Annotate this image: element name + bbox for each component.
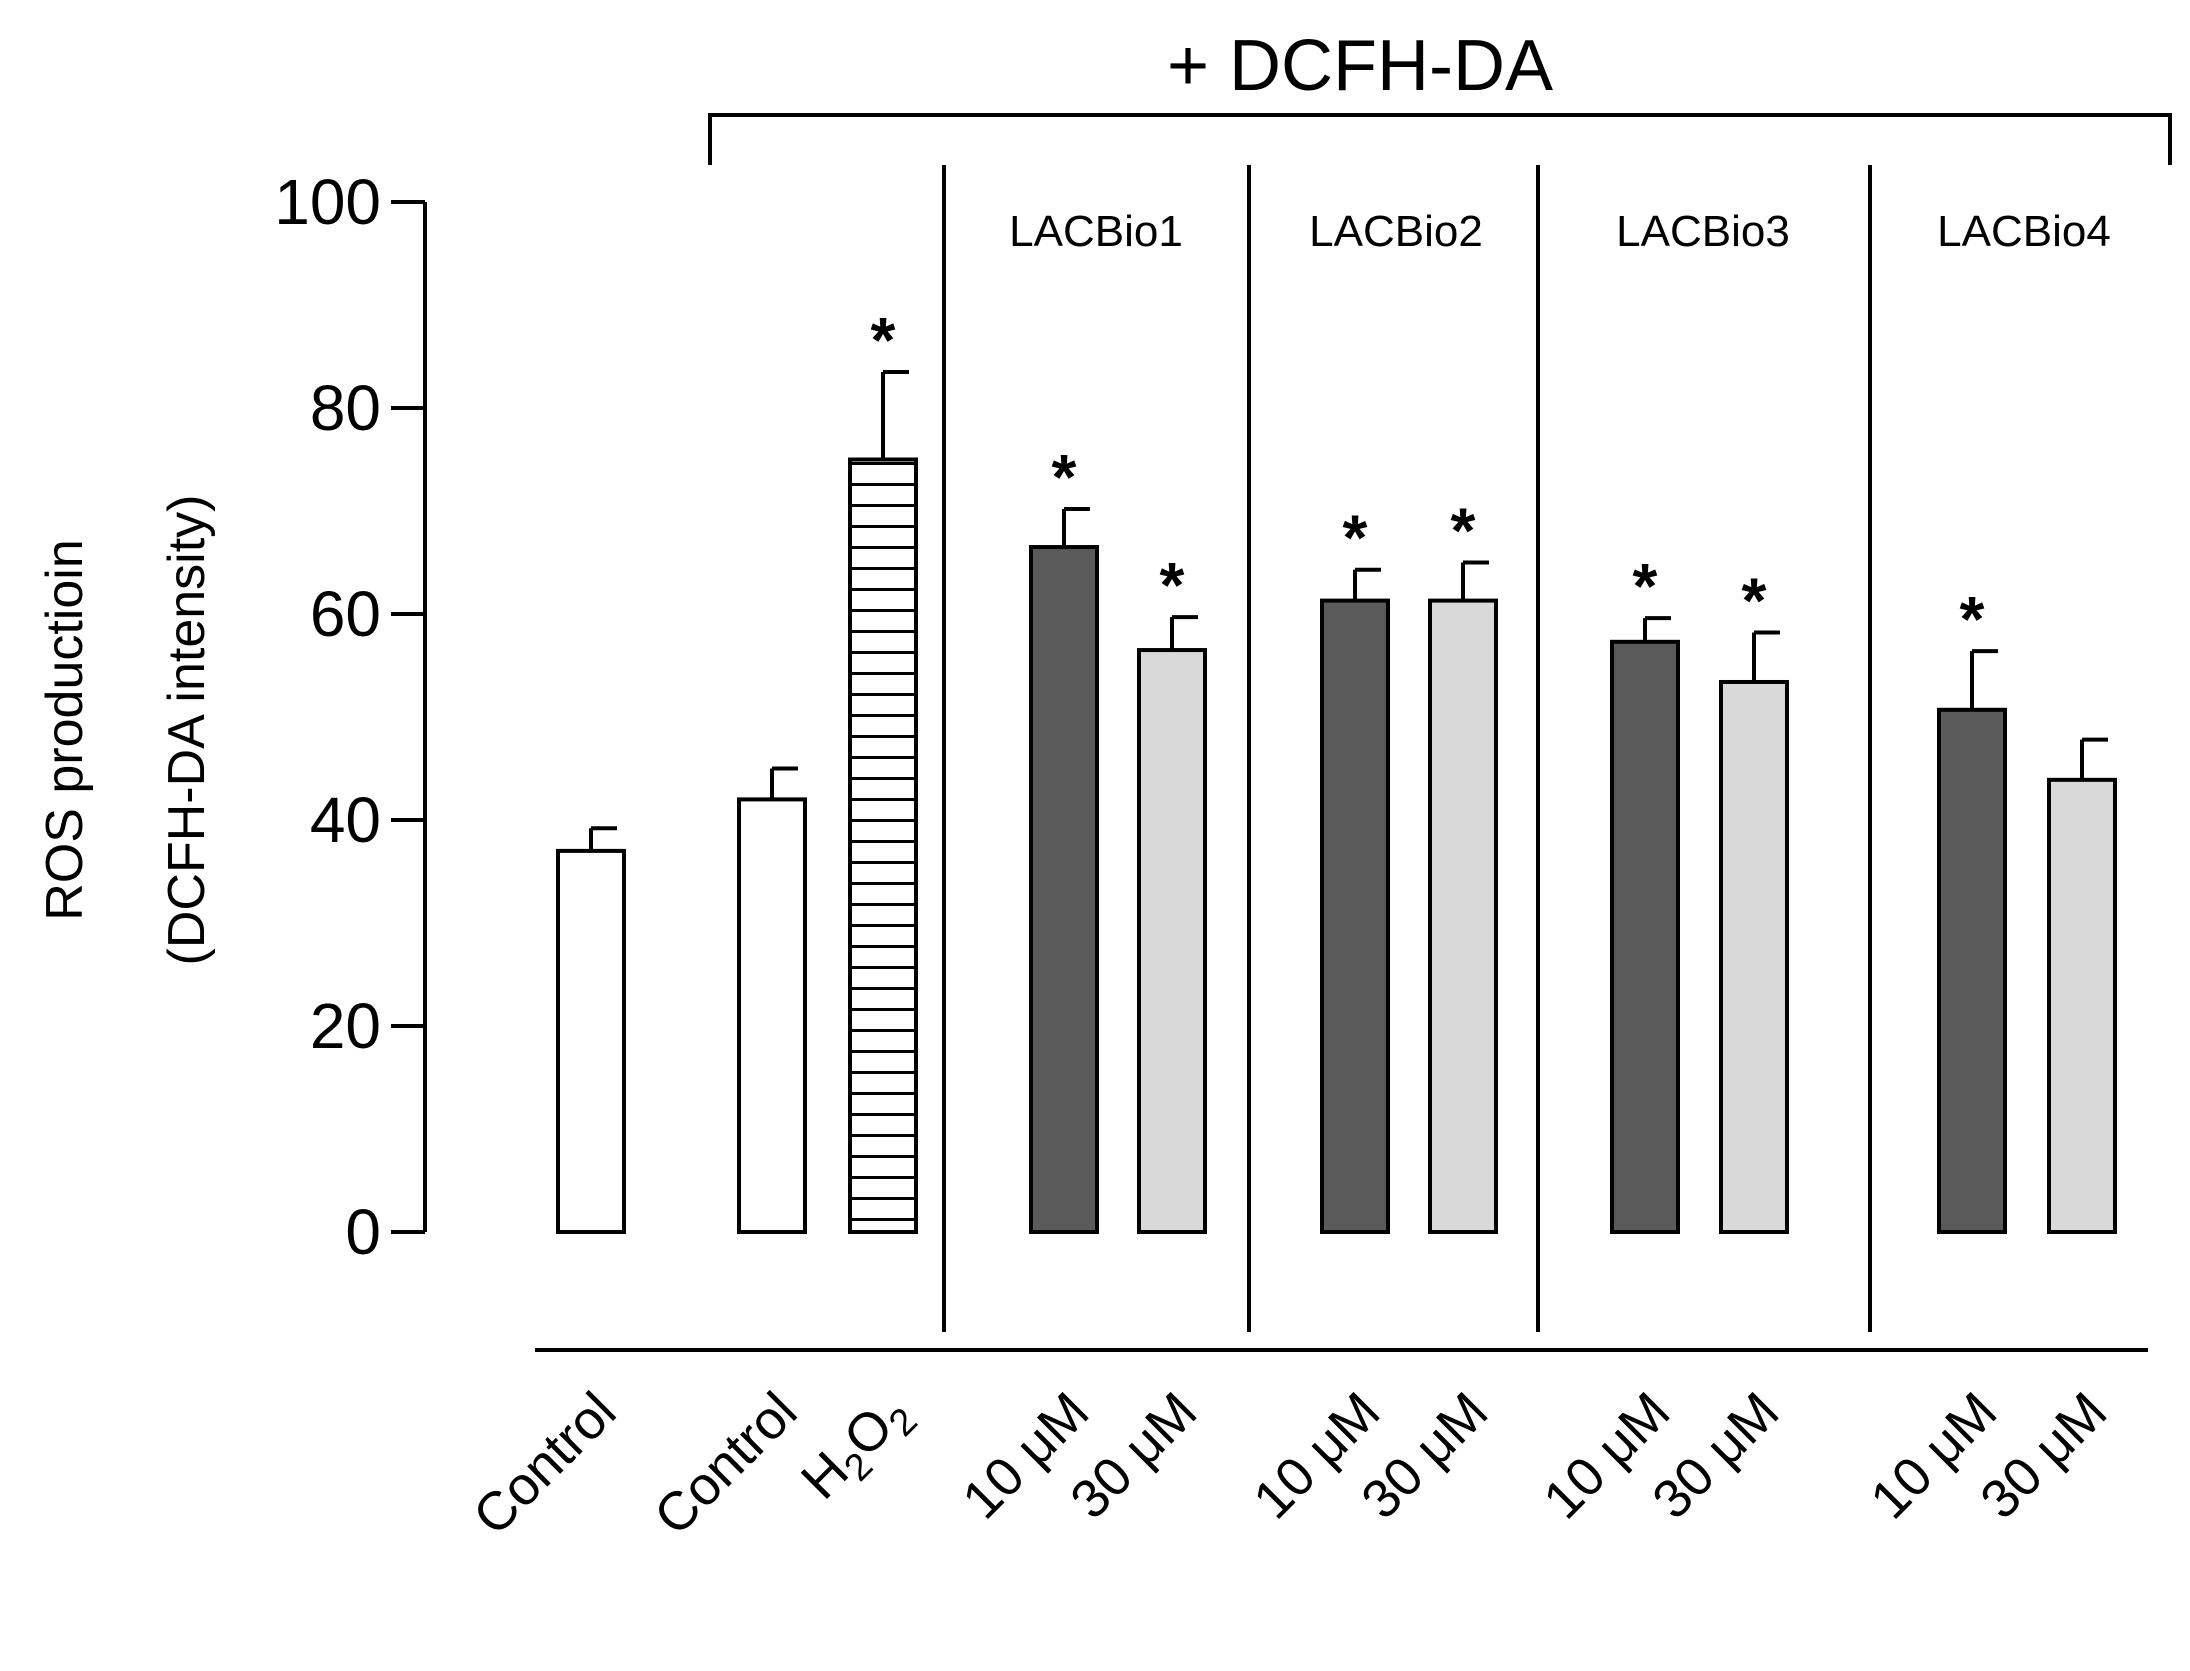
bar-7 xyxy=(1428,598,1498,1234)
axes-layer: 0 20 40 60 80 100 ROS productioin (DCFH-DA inte… xyxy=(36,113,2172,1352)
y-tick-label-40: 40 xyxy=(310,784,381,856)
y-axis-title-line1: ROS productioin xyxy=(36,539,94,921)
category-label-3: H2O2 xyxy=(790,1381,926,1517)
bar-5 xyxy=(1137,648,1207,1234)
group-label-lacbio3: LACBio3 xyxy=(1616,207,1790,256)
y-tick-label-80: 80 xyxy=(310,372,381,444)
group-label-lacbio1: LACBio1 xyxy=(1009,207,1183,256)
category-label-9: 30 μM xyxy=(1641,1381,1790,1530)
sig-star-3: * xyxy=(871,304,896,376)
bar-3 xyxy=(848,457,918,1234)
bar-11 xyxy=(2047,777,2117,1235)
category-label-1: Control xyxy=(462,1381,628,1547)
bar-10 xyxy=(1937,707,2007,1234)
dcfh-bracket xyxy=(708,113,2172,165)
y-tick-label-0: 0 xyxy=(345,1196,381,1268)
sig-star-7: * xyxy=(1451,495,1476,567)
sig-star-5: * xyxy=(1160,549,1185,621)
category-label-11: 30 μM xyxy=(1969,1381,2118,1530)
category-label-2: Control xyxy=(643,1381,809,1547)
y-tick-label-60: 60 xyxy=(310,578,381,650)
category-label-8: 10 μM xyxy=(1532,1381,1681,1530)
y-axis-title-line2: (DCFH-DA intensity) xyxy=(158,495,216,966)
sig-star-9: * xyxy=(1742,565,1767,637)
category-label-7: 30 μM xyxy=(1350,1381,1499,1530)
bar-8 xyxy=(1610,639,1680,1234)
y-tick-label-100: 100 xyxy=(274,166,381,238)
sig-star-4: * xyxy=(1052,441,1077,513)
category-label-5: 30 μM xyxy=(1059,1381,1208,1530)
bar-6 xyxy=(1320,598,1390,1234)
group-label-lacbio4: LACBio4 xyxy=(1937,207,2111,256)
sig-star-6: * xyxy=(1343,502,1368,574)
category-label-10: 10 μM xyxy=(1859,1381,2008,1530)
sig-star-8: * xyxy=(1633,550,1658,622)
bar-1 xyxy=(556,848,626,1235)
bar-4 xyxy=(1029,545,1099,1234)
bracket-label: + DCFH-DA xyxy=(1167,26,1553,106)
sig-star-10: * xyxy=(1960,583,1985,655)
bar-9 xyxy=(1719,679,1789,1234)
y-tick-label-20: 20 xyxy=(310,990,381,1062)
bars-layer xyxy=(556,369,2117,1235)
bar-2 xyxy=(737,797,807,1235)
group-label-lacbio2: LACBio2 xyxy=(1309,207,1483,256)
